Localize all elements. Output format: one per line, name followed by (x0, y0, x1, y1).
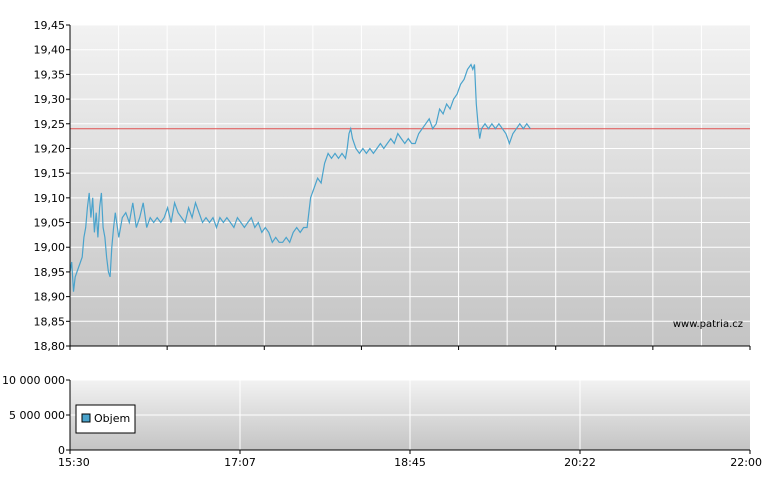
y-tick-label: 18,80 (34, 340, 66, 353)
y-tick-label: 19,45 (34, 19, 66, 32)
y-tick-label: 19,30 (34, 93, 66, 106)
volume-chart: 10 000 000 5 000 000 0 15:30 17:07 18:45 20:2… (2, 374, 762, 469)
legend-swatch (81, 413, 91, 423)
y-tick-label: 19,25 (34, 118, 66, 131)
y-tick-label: 19,05 (34, 217, 66, 230)
volume-y-ticks: 10 000 000 5 000 000 0 (2, 374, 70, 457)
x-tick-label: 22:00 (730, 456, 762, 469)
volume-grid (70, 379, 750, 450)
x-tick-label: 20:22 (564, 456, 596, 469)
price-series-line (69, 63, 531, 292)
x-tick-label: 15:30 (58, 456, 90, 469)
legend-label: Objem (94, 412, 130, 425)
y-tick-label: 18,85 (34, 315, 66, 328)
y-tick-label: 18,90 (34, 291, 66, 304)
price-chart: 19,45 19,40 19,35 19,30 19,25 19,20 19,15 19,10… (34, 19, 751, 353)
price-x-ticks (69, 346, 751, 350)
y-tick-label: 19,15 (34, 167, 66, 180)
y-tick-label: 19,20 (34, 142, 66, 155)
watermark: www.patria.cz (673, 319, 743, 330)
y-tick-label: 19,10 (34, 192, 66, 205)
volume-y-tick-label: 0 (58, 444, 65, 457)
y-tick-label: 19,35 (34, 68, 66, 81)
y-tick-label: 19,40 (34, 44, 66, 57)
x-tick-label: 18:45 (394, 456, 426, 469)
price-grid (70, 24, 750, 347)
volume-y-tick-label: 5 000 000 (9, 409, 65, 422)
volume-y-tick-label: 10 000 000 (2, 374, 65, 387)
legend: Objem (75, 404, 136, 434)
volume-x-ticks: 15:30 17:07 18:45 20:22 22:00 (58, 450, 762, 469)
y-tick-label: 18,95 (34, 266, 66, 279)
x-tick-label: 17:07 (224, 456, 256, 469)
price-y-ticks: 19,45 19,40 19,35 19,30 19,25 19,20 19,15 19,10… (34, 19, 70, 353)
y-tick-label: 19,00 (34, 241, 66, 254)
